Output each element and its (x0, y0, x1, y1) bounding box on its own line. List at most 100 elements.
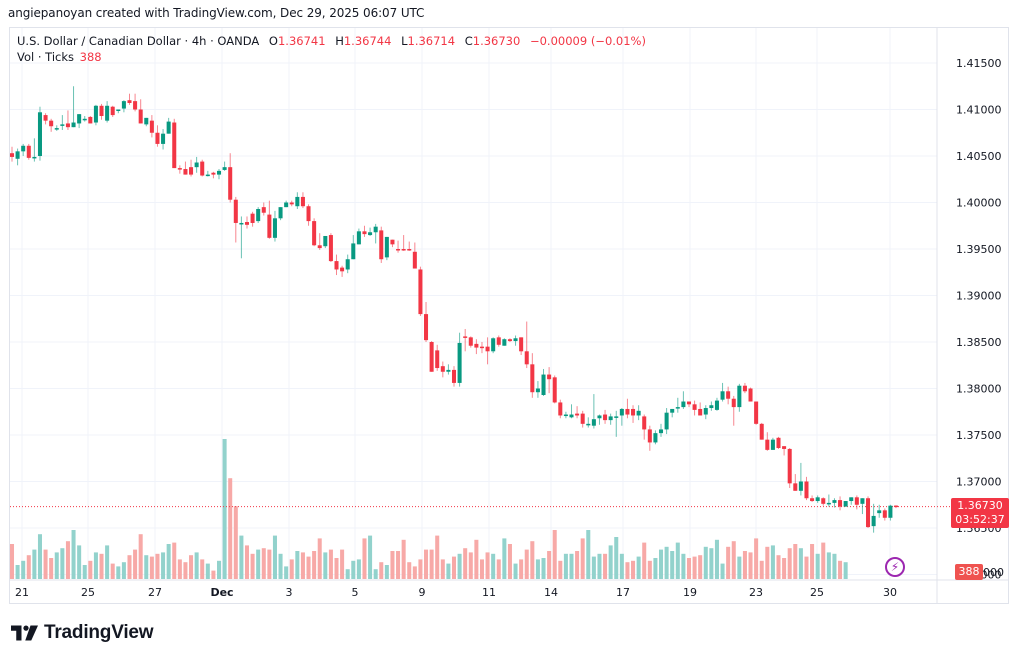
volume-bar (323, 552, 328, 579)
volume-bar (116, 566, 121, 579)
candle (121, 101, 126, 109)
candle (770, 439, 775, 450)
volume-bar (714, 539, 719, 579)
candle (401, 249, 406, 251)
lightning-bolt-icon[interactable]: ⚡︎ (885, 557, 905, 577)
candle (435, 350, 440, 369)
volume-bar (608, 545, 613, 579)
candle (424, 314, 429, 341)
volume-bar (300, 552, 305, 579)
volume-bar (328, 549, 333, 579)
volume-bar (77, 545, 82, 579)
candle (625, 408, 630, 415)
candle (328, 235, 333, 262)
volume-bar (424, 549, 429, 579)
volume-bar (189, 555, 194, 579)
candle (653, 433, 658, 443)
volume-bar (379, 562, 384, 579)
volume-bar (519, 559, 524, 579)
candle (709, 405, 714, 409)
candle (144, 117, 149, 125)
volume-bar (782, 558, 787, 579)
candle (804, 481, 809, 499)
volume-bar (748, 552, 753, 579)
volume-bar (149, 556, 154, 579)
volume-bar (289, 559, 294, 579)
volume-bar (698, 555, 703, 579)
volume-bar (838, 560, 843, 579)
candle (893, 505, 899, 508)
candle (295, 196, 300, 207)
candle (110, 106, 115, 116)
candle (239, 222, 244, 225)
candle (37, 112, 42, 156)
candle (608, 416, 613, 421)
volume-bar (479, 559, 484, 579)
symbol-title[interactable]: U.S. Dollar / Canadian Dollar · 4h · OAN… (17, 34, 260, 48)
candle (793, 483, 798, 491)
candle (496, 337, 501, 345)
candle (832, 500, 837, 503)
volume-bar (541, 558, 546, 579)
chart-frame[interactable] (9, 27, 1009, 604)
candle (703, 408, 708, 415)
volume-bar (127, 555, 132, 579)
volume-bar (759, 560, 764, 579)
volume-bar (26, 555, 31, 579)
volume-bar (384, 565, 389, 579)
volume-bar (166, 544, 171, 579)
volume-bar (670, 551, 675, 579)
candle (183, 169, 188, 175)
candle (742, 385, 747, 392)
volume-label[interactable]: Vol · Ticks (17, 50, 75, 64)
candle (149, 120, 154, 133)
volume-bar (312, 551, 317, 579)
price-axis-label: 1.37000 (956, 476, 1002, 489)
candle (854, 497, 859, 505)
candle (468, 337, 473, 346)
legend-ohlc-row: U.S. Dollar / Canadian Dollar · 4h · OAN… (17, 33, 646, 49)
volume-bar (658, 549, 664, 579)
candle (440, 366, 445, 372)
candle (289, 202, 294, 205)
candle (334, 261, 339, 270)
candle (642, 416, 647, 430)
volume-bar (524, 549, 529, 579)
candle (390, 239, 395, 245)
candle (698, 408, 703, 416)
candle (194, 162, 199, 168)
volume-bar (121, 562, 126, 579)
volume-bar (664, 546, 669, 579)
candle (138, 109, 143, 124)
candle (60, 124, 65, 126)
time-axis-label: 17 (616, 586, 630, 599)
volume-bar (636, 556, 641, 579)
bar-countdown: 03:52:37 (955, 513, 1005, 526)
candle (692, 404, 697, 410)
volume-bar (603, 553, 608, 579)
candle (474, 343, 479, 348)
volume-bar (496, 559, 501, 579)
candle (216, 170, 222, 175)
volume-bar (692, 556, 697, 579)
volume-bar (418, 559, 423, 579)
volume-bar (563, 553, 568, 579)
volume-bar (451, 556, 457, 579)
volume-bar (390, 551, 395, 579)
candle (463, 336, 468, 338)
volume-bar (138, 534, 143, 579)
volume-bar (631, 560, 636, 579)
candle (71, 122, 76, 128)
candle (284, 202, 289, 208)
volume-bar (709, 548, 714, 579)
candle (256, 209, 261, 222)
candle (451, 369, 457, 383)
volume-bar (278, 553, 283, 579)
volume-bar (457, 553, 462, 579)
candle (21, 145, 26, 152)
volume-bar (177, 559, 182, 579)
chart-legend: U.S. Dollar / Canadian Dollar · 4h · OAN… (17, 33, 646, 65)
time-axis-label: 27 (148, 586, 162, 599)
candle (88, 116, 93, 124)
